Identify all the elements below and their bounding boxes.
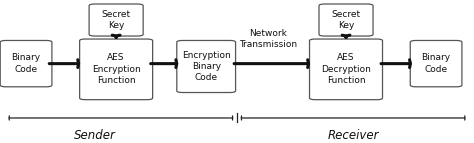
Text: Network
Transmission: Network Transmission bbox=[239, 29, 297, 49]
Text: AES
Decryption
Function: AES Decryption Function bbox=[321, 53, 371, 85]
FancyBboxPatch shape bbox=[319, 4, 373, 36]
FancyBboxPatch shape bbox=[89, 4, 143, 36]
FancyBboxPatch shape bbox=[80, 39, 153, 100]
Text: Binary
Code: Binary Code bbox=[421, 53, 451, 74]
FancyBboxPatch shape bbox=[177, 40, 236, 93]
Text: Secret
Key: Secret Key bbox=[331, 10, 361, 30]
FancyBboxPatch shape bbox=[410, 40, 462, 87]
FancyBboxPatch shape bbox=[310, 39, 383, 100]
Text: AES
Encryption
Function: AES Encryption Function bbox=[92, 53, 140, 85]
FancyBboxPatch shape bbox=[0, 40, 52, 87]
Text: Receiver: Receiver bbox=[328, 129, 379, 142]
Text: Encryption
Binary
Code: Encryption Binary Code bbox=[182, 50, 230, 83]
Text: Sender: Sender bbox=[74, 129, 116, 142]
Text: Secret
Key: Secret Key bbox=[101, 10, 131, 30]
Text: Binary
Code: Binary Code bbox=[11, 53, 41, 74]
